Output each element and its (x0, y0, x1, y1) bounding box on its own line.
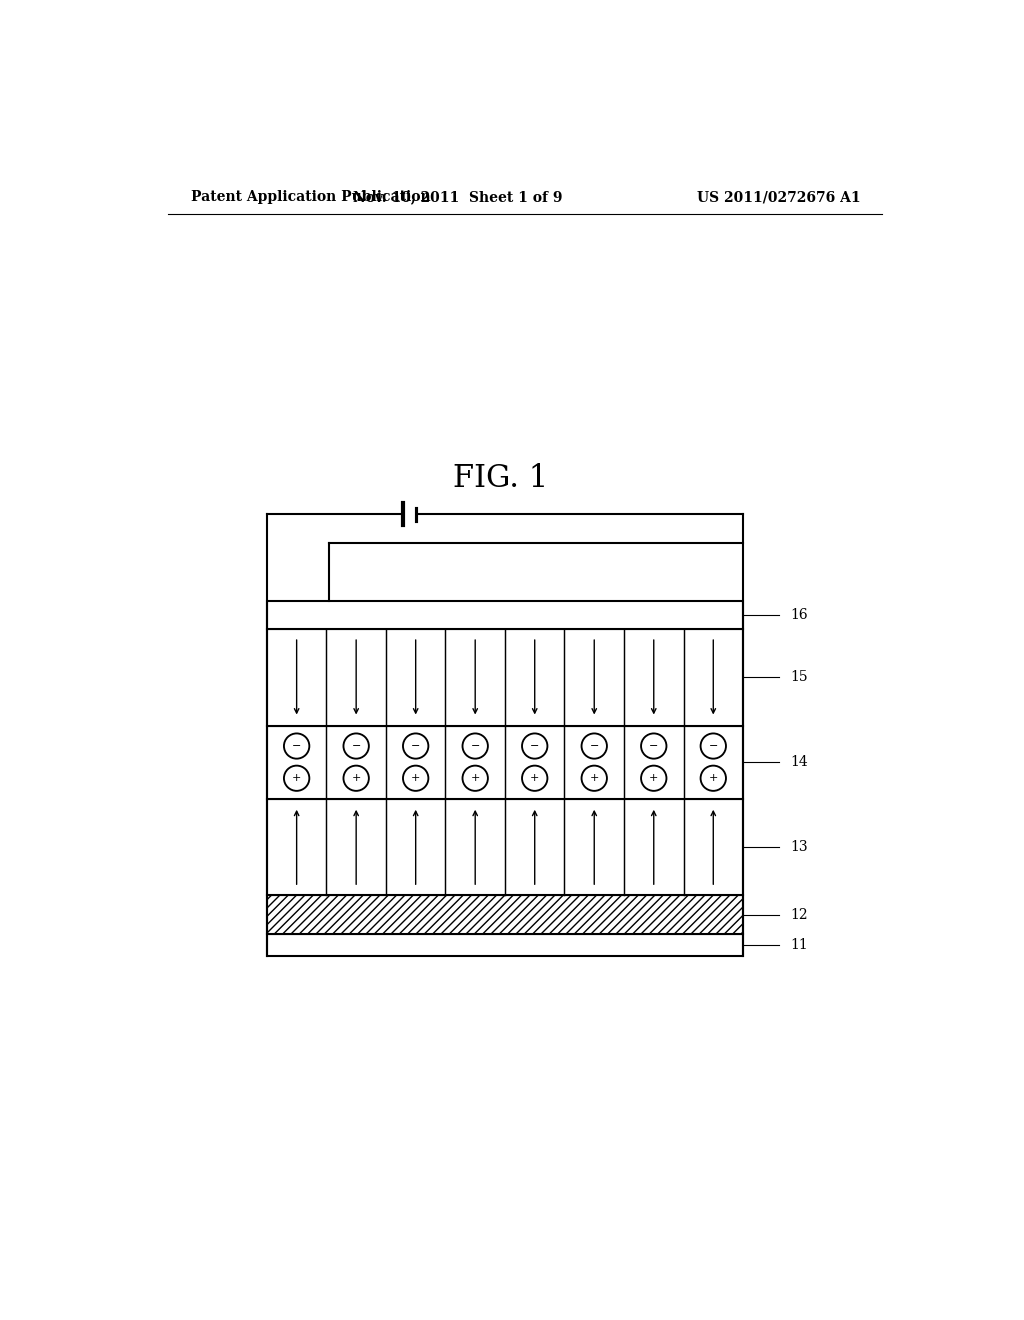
Ellipse shape (700, 766, 726, 791)
Ellipse shape (343, 734, 369, 759)
Text: 15: 15 (791, 671, 808, 684)
Bar (267, 601, 743, 630)
Text: Nov. 10, 2011  Sheet 1 of 9: Nov. 10, 2011 Sheet 1 of 9 (352, 190, 562, 205)
Ellipse shape (641, 766, 667, 791)
Text: +: + (649, 774, 658, 783)
Text: 13: 13 (791, 840, 808, 854)
Text: +: + (530, 774, 540, 783)
Text: 12: 12 (791, 908, 808, 921)
Ellipse shape (403, 766, 428, 791)
Text: +: + (709, 774, 718, 783)
Text: +: + (590, 774, 599, 783)
Text: −: − (351, 741, 360, 751)
Ellipse shape (522, 734, 548, 759)
Bar (267, 726, 743, 799)
Text: −: − (590, 741, 599, 751)
Ellipse shape (582, 766, 607, 791)
Text: −: − (649, 741, 658, 751)
Text: FIG. 1: FIG. 1 (454, 463, 549, 494)
Text: −: − (709, 741, 718, 751)
Text: US 2011/0272676 A1: US 2011/0272676 A1 (697, 190, 860, 205)
Text: +: + (411, 774, 421, 783)
Text: Patent Application Publication: Patent Application Publication (191, 190, 431, 205)
Text: −: − (292, 741, 301, 751)
Ellipse shape (403, 734, 428, 759)
Bar (267, 799, 743, 895)
Text: 11: 11 (791, 939, 808, 952)
Ellipse shape (284, 734, 309, 759)
Text: +: + (292, 774, 301, 783)
Ellipse shape (582, 734, 607, 759)
Bar (267, 935, 743, 956)
Text: −: − (470, 741, 480, 751)
Text: −: − (530, 741, 540, 751)
Text: +: + (470, 774, 480, 783)
Ellipse shape (522, 766, 548, 791)
Text: +: + (351, 774, 360, 783)
Ellipse shape (463, 766, 487, 791)
Ellipse shape (343, 766, 369, 791)
Bar (267, 895, 743, 935)
Ellipse shape (641, 734, 667, 759)
Ellipse shape (284, 766, 309, 791)
Ellipse shape (463, 734, 487, 759)
Text: 14: 14 (791, 755, 808, 770)
Ellipse shape (700, 734, 726, 759)
Bar (267, 630, 743, 726)
Text: −: − (411, 741, 421, 751)
Text: 16: 16 (791, 607, 808, 622)
